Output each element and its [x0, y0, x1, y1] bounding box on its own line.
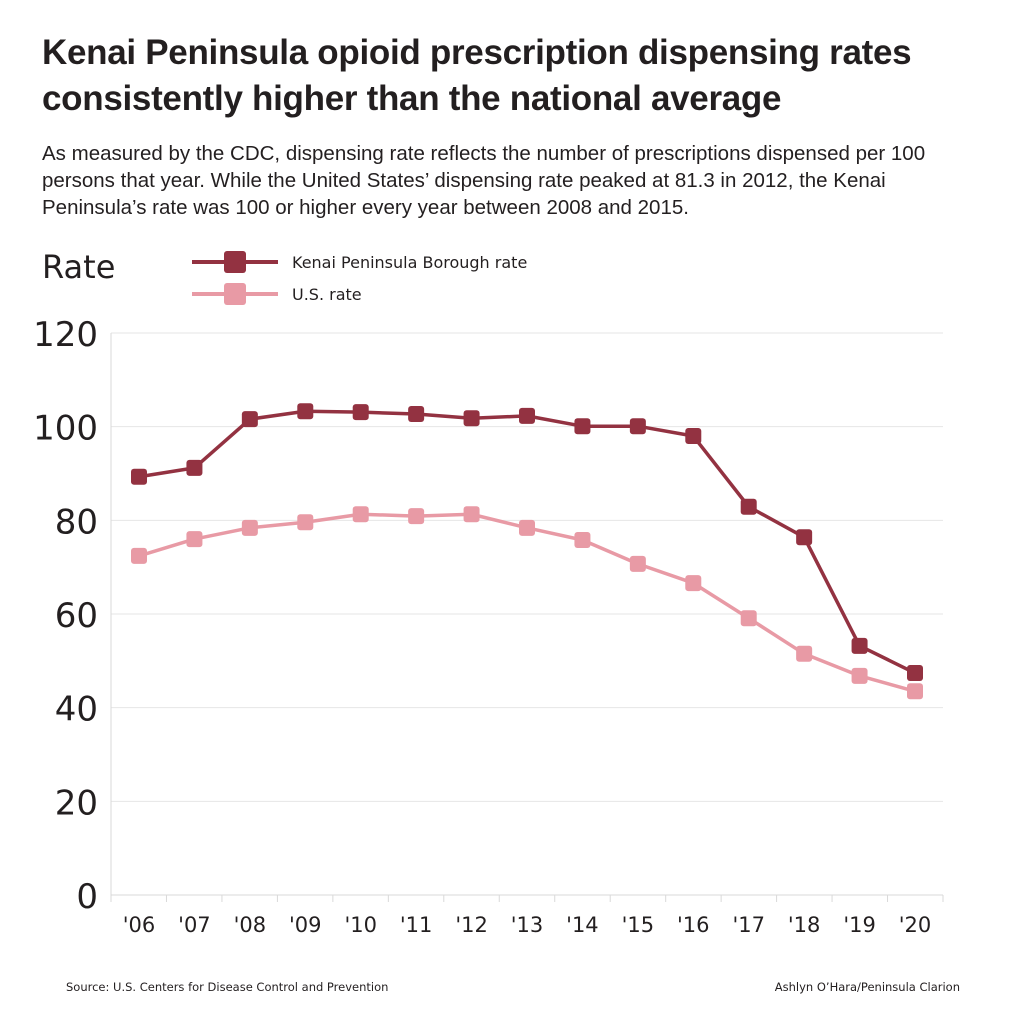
data-point	[463, 506, 480, 523]
data-point	[241, 411, 258, 428]
x-tick-label: '07	[178, 913, 211, 937]
chart-subtitle: As measured by the CDC, dispensing rate …	[42, 142, 926, 219]
data-point	[519, 519, 535, 536]
data-point	[851, 667, 868, 684]
x-tick-label: '12	[455, 913, 488, 937]
x-tick-label: '19	[843, 913, 876, 937]
y-tick-label: 100	[33, 409, 98, 449]
x-tick-label: '11	[400, 913, 433, 937]
y-tick-label: 60	[55, 596, 98, 636]
legend-swatch-us	[192, 282, 278, 306]
y-tick-label: 0	[76, 877, 98, 917]
data-point	[685, 575, 702, 592]
y-tick-label: 20	[55, 783, 98, 823]
data-point	[297, 514, 314, 531]
y-tick-label: 40	[55, 690, 98, 730]
data-point	[851, 637, 868, 654]
data-point	[907, 683, 923, 700]
data-point	[186, 531, 203, 548]
x-tick-label: '09	[289, 913, 322, 937]
x-tick-label: '18	[788, 913, 821, 937]
data-point	[297, 403, 314, 420]
data-point	[408, 508, 425, 525]
data-point	[907, 665, 923, 682]
legend-item-us: U.S. rate	[192, 282, 362, 306]
x-tick-label: '16	[677, 913, 710, 937]
data-point	[685, 428, 702, 445]
x-tick-label: '14	[566, 913, 599, 937]
legend-item-kenai: Kenai Peninsula Borough rate	[192, 250, 527, 274]
data-point	[241, 519, 258, 536]
data-point	[352, 506, 369, 523]
data-point	[131, 547, 147, 564]
data-point	[408, 406, 425, 423]
data-point	[463, 410, 480, 427]
data-point	[186, 459, 203, 476]
data-point	[629, 555, 646, 572]
y-tick-label: 80	[55, 502, 98, 542]
data-point	[740, 610, 757, 627]
data-point	[519, 407, 535, 424]
x-tick-label: '20	[899, 913, 932, 937]
y-axis-label: Rate	[42, 248, 116, 286]
x-tick-label: '13	[511, 913, 544, 937]
x-tick-label: '06	[123, 913, 156, 937]
x-tick-label: '15	[622, 913, 655, 937]
credit-note: Ashlyn O’Hara/Peninsula Clarion	[774, 980, 960, 994]
source-note: Source: U.S. Centers for Disease Control…	[66, 980, 389, 994]
data-point	[352, 404, 369, 421]
data-point	[796, 645, 813, 662]
x-tick-label: '10	[344, 913, 377, 937]
chart-title: Kenai Peninsula opioid prescription disp…	[42, 33, 912, 118]
data-point	[574, 418, 591, 435]
data-point	[574, 532, 591, 549]
data-point	[131, 468, 147, 485]
legend-label: Kenai Peninsula Borough rate	[292, 252, 528, 272]
data-point	[629, 418, 646, 435]
y-tick-label: 120	[33, 315, 98, 355]
x-tick-label: '08	[234, 913, 267, 937]
legend-label: U.S. rate	[292, 284, 362, 304]
x-tick-label: '17	[732, 913, 765, 937]
legend-swatch-kenai	[192, 250, 278, 274]
data-point	[740, 498, 757, 515]
data-point	[796, 529, 813, 546]
